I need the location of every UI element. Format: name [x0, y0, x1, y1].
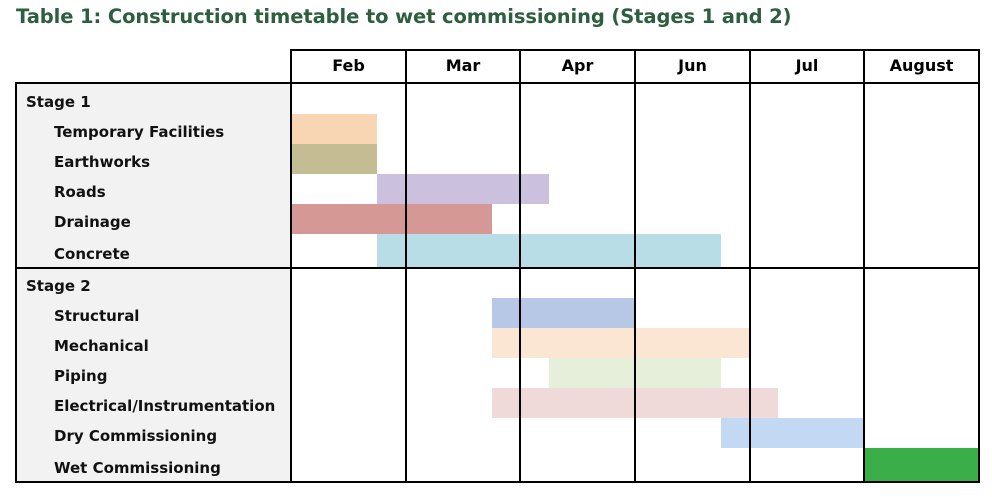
- month-header: Apr: [561, 56, 594, 75]
- task-label: Wet Commissioning: [54, 459, 221, 477]
- grid-line: [290, 49, 292, 483]
- task-label: Earthworks: [54, 153, 151, 171]
- gantt-bar: [864, 448, 979, 481]
- task-label: Drainage: [54, 213, 131, 231]
- grid-line: [405, 49, 407, 483]
- month-header: Jul: [795, 56, 819, 75]
- grid-line: [15, 481, 979, 483]
- task-label: Electrical/Instrumentation: [54, 397, 276, 415]
- grid-line: [749, 49, 751, 483]
- task-label: Concrete: [54, 245, 130, 263]
- grid-line: [863, 49, 865, 483]
- label-column-bg: [15, 82, 291, 267]
- stage-label: Stage 1: [26, 93, 91, 111]
- month-header: August: [889, 56, 954, 75]
- task-label: Structural: [54, 307, 140, 325]
- grid-line: [15, 267, 979, 269]
- label-column-bg: [15, 267, 291, 481]
- grid-line: [634, 49, 636, 483]
- gantt-bar: [491, 328, 750, 358]
- grid-line: [15, 82, 17, 483]
- table-title: Table 1: Construction timetable to wet c…: [16, 5, 792, 28]
- month-header: Jun: [678, 56, 707, 75]
- month-header: Feb: [332, 56, 365, 75]
- gantt-bar: [491, 298, 635, 328]
- gantt-bar: [291, 144, 377, 174]
- task-label: Temporary Facilities: [54, 123, 225, 141]
- month-header: Mar: [445, 56, 481, 75]
- grid-line: [519, 49, 521, 483]
- task-label: Mechanical: [54, 337, 149, 355]
- gantt-bar: [291, 114, 377, 144]
- stage-label: Stage 2: [26, 277, 91, 295]
- task-label: Dry Commissioning: [54, 427, 218, 445]
- task-label: Piping: [54, 367, 108, 385]
- grid-line: [978, 49, 980, 483]
- gantt-bar: [377, 234, 721, 267]
- gantt-bar: [377, 174, 549, 204]
- grid-line: [15, 82, 979, 84]
- gantt-bar: [721, 418, 865, 448]
- task-label: Roads: [54, 183, 106, 201]
- gantt-bar: [291, 204, 492, 234]
